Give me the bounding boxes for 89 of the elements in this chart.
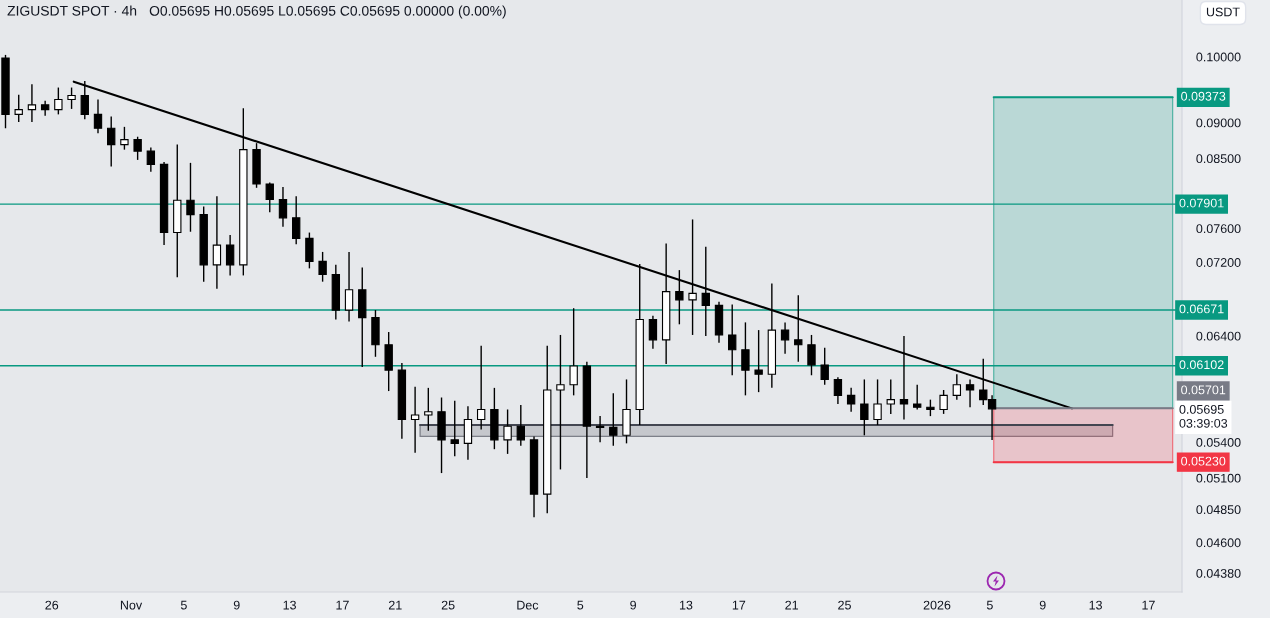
annotation: 0.05695 03:39:03 — [1179, 404, 1228, 428]
data-label: 0.09373 — [1181, 91, 1226, 101]
candlestick — [688, 218, 697, 336]
candlestick — [476, 345, 486, 431]
x-tick-label: Dec — [517, 600, 539, 610]
candlestick — [873, 378, 882, 426]
y-tick-label: 0.04850 — [1196, 505, 1241, 515]
x-tick-label: 13 — [679, 600, 693, 610]
candlestick — [807, 334, 816, 376]
candlestick — [225, 234, 235, 277]
x-tick-label: 25 — [838, 600, 851, 610]
candlestick — [728, 303, 737, 376]
y-tick-label: 0.04380 — [1196, 568, 1241, 578]
x-tick-label: 25 — [441, 600, 455, 610]
candlestick — [463, 405, 473, 461]
candlestick — [913, 383, 922, 411]
x-tick-label: Nov — [120, 600, 143, 610]
candlestick — [278, 186, 288, 228]
x-tick-label: 13 — [1089, 600, 1102, 610]
candlestick — [450, 400, 459, 457]
candlestick — [780, 321, 790, 355]
x-tick-label: 9 — [630, 600, 636, 610]
candlestick — [886, 378, 895, 415]
chart-title: ZIGUSDT SPOT · 4h — [7, 5, 137, 16]
ref-line-label: 0.06671 — [1179, 304, 1224, 314]
x-tick-label: 21 — [785, 600, 799, 610]
candlestick — [569, 307, 578, 397]
y-axis-title: USDT — [1206, 7, 1240, 17]
x-tick-label: 5 — [180, 600, 187, 610]
candlestick — [952, 373, 962, 401]
candlestick — [794, 294, 803, 363]
candlestick — [186, 162, 195, 233]
candlestick — [67, 86, 76, 110]
candlestick — [120, 126, 129, 151]
candlestick — [133, 136, 142, 161]
candlestick — [146, 146, 156, 173]
x-tick-label: 2026 — [923, 600, 951, 610]
candlestick — [265, 181, 274, 213]
candlestick — [754, 329, 763, 393]
x-tick-label: 17 — [336, 600, 349, 610]
candlestick — [318, 251, 327, 283]
candlestick — [965, 378, 975, 408]
x-tick-label: 9 — [1039, 600, 1046, 610]
candlestick — [14, 94, 23, 123]
y-tick-label: 0.09000 — [1196, 118, 1241, 128]
candlestick — [107, 115, 116, 168]
candlestick — [27, 83, 37, 123]
candlestick — [54, 86, 63, 116]
candlestick — [305, 231, 314, 270]
y-tick-label: 0.07600 — [1196, 224, 1241, 234]
candlestick — [410, 386, 420, 454]
x-tick-label: 5 — [986, 600, 993, 610]
y-tick-label: 0.07200 — [1196, 258, 1241, 267]
candlestick — [939, 389, 948, 415]
candlestick — [648, 315, 658, 350]
x-tick-label: 13 — [283, 600, 296, 610]
data-label: 0.05230 — [1181, 456, 1226, 466]
y-tick-label: 0.04600 — [1196, 538, 1241, 548]
candlestick — [291, 195, 301, 245]
x-tick-label: 26 — [45, 600, 59, 610]
candlestick — [820, 347, 829, 386]
candlestick — [344, 251, 354, 323]
ref-line-label: 0.06102 — [1179, 360, 1224, 370]
x-tick-label: 17 — [1142, 600, 1155, 610]
x-tick-label: 9 — [233, 600, 240, 610]
y-tick-label: 0.10000 — [1196, 52, 1241, 62]
y-tick-label: 0.08500 — [1196, 154, 1241, 164]
candlestick — [741, 321, 750, 397]
candlestick — [556, 334, 565, 471]
candlestick — [516, 404, 525, 447]
chart-subtitle: O0.05695 H0.05695 L0.05695 C0.05695 0.00000 (0.00%) — [149, 5, 506, 19]
ref-line-label: 0.07901 — [1179, 198, 1224, 208]
candlestick — [93, 98, 103, 134]
x-tick-label: 17 — [732, 600, 746, 610]
candlestick — [503, 408, 512, 455]
candlestick — [833, 376, 843, 405]
candlestick — [846, 387, 856, 413]
x-tick-label: 5 — [577, 600, 584, 610]
candlestick — [609, 392, 618, 447]
candlestick — [212, 195, 222, 290]
candlestick — [860, 378, 869, 436]
y-tick-label: 0.05100 — [1196, 473, 1241, 483]
candlestick — [675, 269, 684, 326]
data-label: 0.05701 — [1181, 385, 1226, 395]
candlestick — [701, 246, 710, 337]
candlestick — [424, 387, 433, 432]
x-tick-label: 21 — [388, 600, 402, 610]
y-tick-label: 0.05400 — [1196, 438, 1241, 447]
y-tick-label: 0.06400 — [1196, 331, 1241, 341]
